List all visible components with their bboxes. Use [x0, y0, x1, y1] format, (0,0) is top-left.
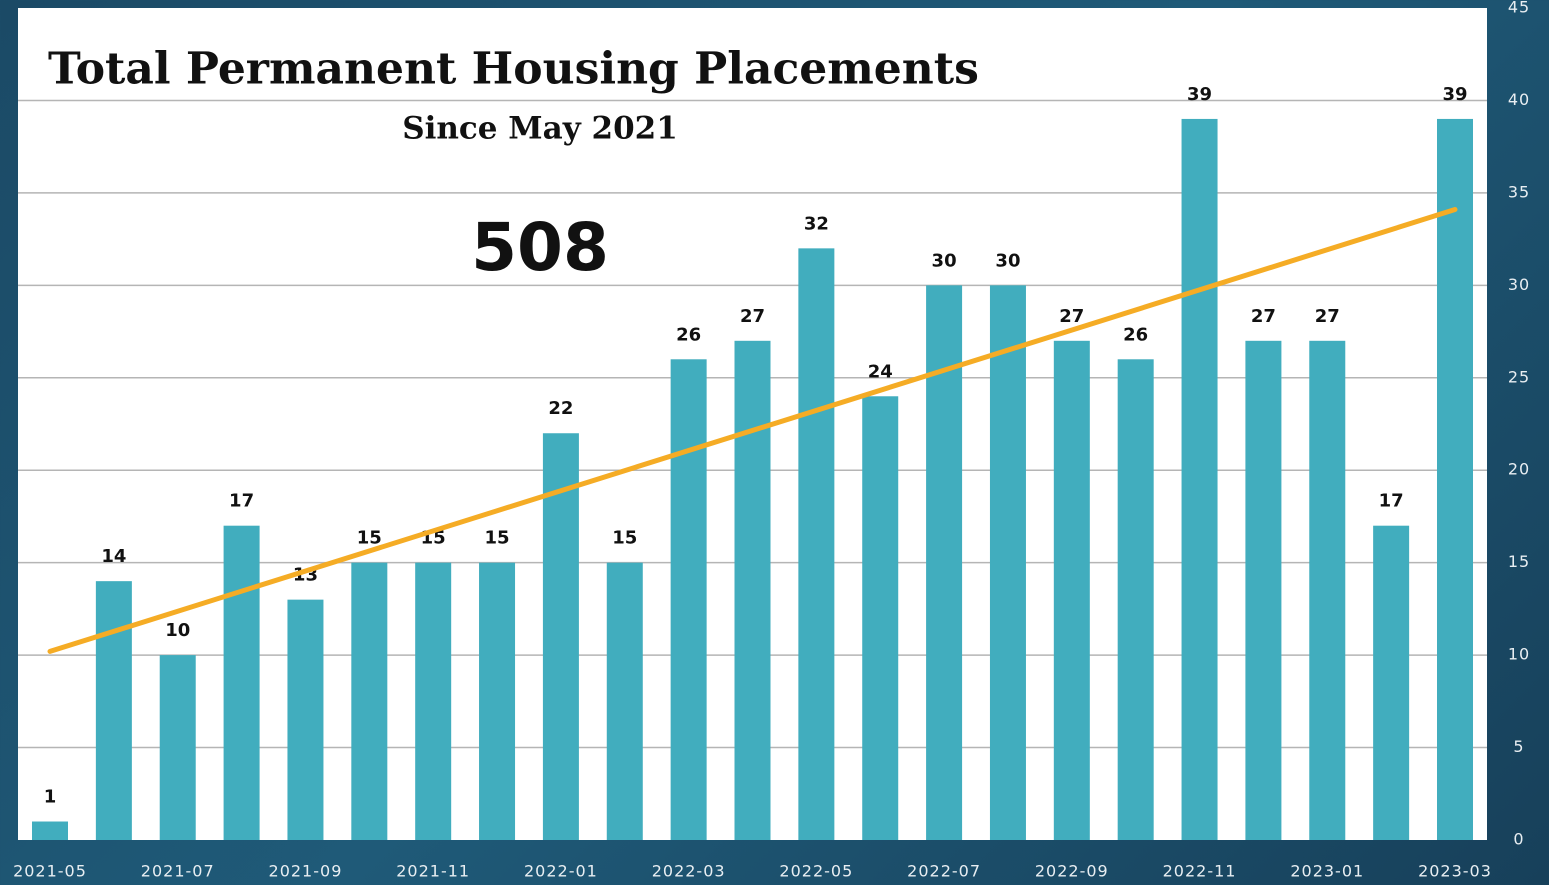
- bar: [1117, 359, 1154, 840]
- chart-title: Total Permanent Housing Placements: [48, 44, 979, 95]
- data-label: 14: [101, 546, 126, 567]
- bar: [1181, 118, 1218, 840]
- bar: [415, 562, 452, 840]
- bar: [798, 248, 835, 840]
- x-tick-label: 2021-11: [396, 862, 470, 881]
- y-tick-label: 20: [1508, 460, 1530, 479]
- bar: [1373, 525, 1410, 840]
- data-label: 27: [740, 306, 765, 327]
- bar: [32, 821, 68, 840]
- x-tick-label: 2022-03: [652, 862, 726, 881]
- y-tick-label: 30: [1508, 275, 1530, 294]
- data-label: 15: [485, 528, 510, 549]
- data-label: 15: [612, 528, 637, 549]
- bar: [1053, 340, 1090, 840]
- data-label: 15: [357, 528, 382, 549]
- data-label: 39: [1442, 84, 1467, 105]
- x-tick-label: 2021-09: [269, 862, 343, 881]
- y-tick-label: 45: [1508, 0, 1530, 17]
- data-label: 26: [1123, 324, 1148, 345]
- bar: [1309, 340, 1346, 840]
- bar: [606, 562, 643, 840]
- y-tick-label: 25: [1508, 367, 1530, 386]
- data-label: 26: [676, 324, 701, 345]
- bar: [734, 340, 771, 840]
- x-tick-label: 2021-05: [13, 862, 87, 881]
- data-label: 17: [1379, 491, 1404, 512]
- trend-line: [47, 207, 1458, 654]
- y-tick-label: 5: [1513, 737, 1524, 756]
- y-tick-label: 40: [1508, 90, 1530, 109]
- y-tick-label: 15: [1508, 552, 1530, 571]
- bar: [670, 359, 707, 840]
- bar: [1437, 118, 1473, 840]
- data-label: 17: [229, 491, 254, 512]
- data-label: 27: [1059, 306, 1084, 327]
- bar: [223, 525, 260, 840]
- x-tick-label: 2022-11: [1163, 862, 1237, 881]
- data-label: 22: [548, 398, 573, 419]
- x-tick-label: 2022-07: [907, 862, 981, 881]
- x-tick-label: 2022-01: [524, 862, 598, 881]
- bar: [542, 433, 579, 840]
- bar: [351, 562, 388, 840]
- x-tick-label: 2023-01: [1290, 862, 1364, 881]
- y-tick-label: 35: [1508, 182, 1530, 201]
- data-label: 30: [932, 250, 957, 271]
- data-label: 10: [165, 620, 190, 641]
- annotation: 508: [471, 209, 609, 286]
- x-tick-label: 2023-03: [1418, 862, 1492, 881]
- bar: [989, 285, 1026, 840]
- data-label: 24: [868, 361, 893, 382]
- x-tick-label: 2022-09: [1035, 862, 1109, 881]
- bar: [479, 562, 516, 840]
- data-label: 30: [995, 250, 1020, 271]
- y-tick-label: 0: [1513, 830, 1524, 849]
- chart-subtitle: Since May 2021: [402, 111, 678, 147]
- bar: [862, 396, 899, 840]
- bar: [287, 599, 324, 840]
- y-tick-label: 10: [1508, 645, 1530, 664]
- bar: [1245, 340, 1282, 840]
- bar: [95, 581, 132, 840]
- bar: [926, 285, 963, 840]
- data-label: 27: [1251, 306, 1276, 327]
- data-label: 39: [1187, 84, 1212, 105]
- data-label: 32: [804, 213, 829, 234]
- x-tick-label: 2022-05: [779, 862, 853, 881]
- x-tick-label: 2021-07: [141, 862, 215, 881]
- bar: [159, 655, 196, 840]
- data-label: 27: [1315, 306, 1340, 327]
- data-label: 1: [44, 787, 57, 808]
